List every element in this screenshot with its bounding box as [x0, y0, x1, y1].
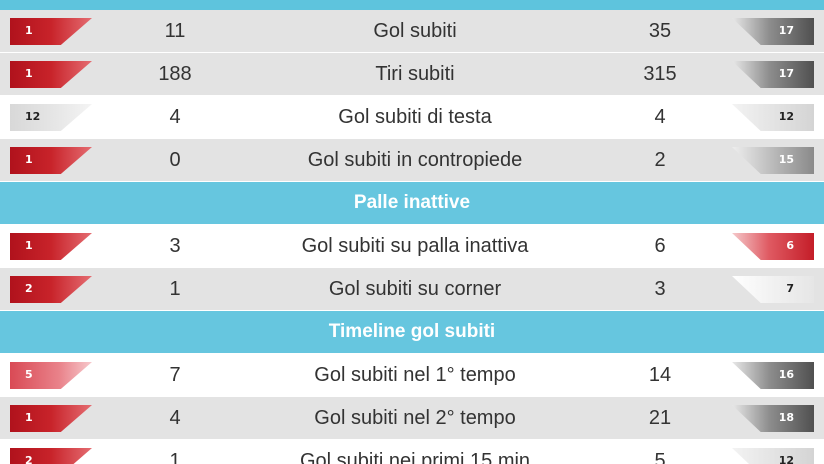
away-rank-badge: 17	[732, 18, 814, 45]
stat-label: Gol subiti nei primi 15 min	[299, 450, 531, 464]
away-rank-badge: 15	[732, 147, 814, 174]
home-rank-badge: 1	[10, 61, 92, 88]
away-rank-badge: 6	[732, 233, 814, 260]
away-rank-badge: 12	[732, 448, 814, 464]
stat-row: 2 1 Gol subiti nei primi 15 min 5 12	[0, 440, 824, 464]
away-value: 6	[654, 235, 666, 257]
stat-row: 1 3 Gol subiti su palla inattiva 6 6	[0, 225, 824, 268]
header-bar	[0, 0, 824, 10]
section-header: Timeline gol subiti	[0, 311, 824, 354]
home-value: 1	[169, 450, 181, 464]
home-rank-badge: 12	[10, 104, 92, 131]
home-rank-badge: 1	[10, 233, 92, 260]
home-rank: 1	[25, 67, 33, 80]
away-value: 2	[654, 149, 666, 171]
home-rank-badge: 1	[10, 18, 92, 45]
home-value: 4	[169, 106, 181, 128]
away-value: 315	[643, 63, 677, 85]
home-value: 11	[164, 20, 186, 42]
away-rank-badge: 16	[732, 362, 814, 389]
stat-label: Gol subiti su palla inattiva	[301, 235, 529, 257]
stat-row: 1 11 Gol subiti 35 17	[0, 10, 824, 53]
section-header: Palle inattive	[0, 182, 824, 225]
away-value: 4	[654, 106, 666, 128]
stat-row: 12 4 Gol subiti di testa 4 12	[0, 96, 824, 139]
stats-table: 1 11 Gol subiti 35 17 1 188 Tiri subiti 315 17 12 4…	[0, 10, 824, 464]
home-rank-badge: 2	[10, 276, 92, 303]
away-value: 21	[648, 407, 672, 429]
away-value: 14	[648, 364, 672, 386]
home-rank: 1	[25, 239, 33, 252]
away-rank: 17	[778, 24, 794, 37]
stat-row: 1 4 Gol subiti nel 2° tempo 21 18	[0, 397, 824, 440]
section-title: Palle inattive	[353, 192, 471, 213]
away-rank: 12	[778, 454, 794, 464]
stat-row: 1 188 Tiri subiti 315 17	[0, 53, 824, 96]
stat-label: Gol subiti	[373, 20, 457, 42]
stat-label: Gol subiti in contropiede	[307, 149, 523, 171]
home-value: 188	[158, 63, 192, 85]
home-rank: 1	[25, 153, 33, 166]
away-rank-badge: 7	[732, 276, 814, 303]
home-rank: 1	[25, 411, 33, 424]
away-rank: 7	[786, 282, 794, 295]
home-value: 7	[169, 364, 181, 386]
stat-label: Tiri subiti	[375, 63, 455, 85]
away-rank: 12	[778, 110, 794, 123]
away-rank-badge: 17	[732, 61, 814, 88]
away-value: 5	[654, 450, 666, 464]
away-rank: 17	[778, 67, 794, 80]
away-rank-badge: 12	[732, 104, 814, 131]
stat-row: 2 1 Gol subiti su corner 3 7	[0, 268, 824, 311]
stat-label: Gol subiti di testa	[338, 106, 492, 128]
stat-label: Gol subiti nel 1° tempo	[314, 364, 516, 386]
away-rank-badge: 18	[732, 405, 814, 432]
section-title: Timeline gol subiti	[328, 321, 496, 342]
home-rank-badge: 5	[10, 362, 92, 389]
away-rank: 15	[778, 153, 794, 166]
home-rank: 2	[25, 454, 33, 464]
away-value: 3	[654, 278, 666, 300]
stat-label: Gol subiti nel 2° tempo	[314, 407, 516, 429]
home-rank: 1	[25, 24, 33, 37]
home-value: 1	[169, 278, 181, 300]
stat-row: 5 7 Gol subiti nel 1° tempo 14 16	[0, 354, 824, 397]
home-rank-badge: 1	[10, 405, 92, 432]
home-rank: 5	[25, 368, 33, 381]
home-value: 0	[169, 149, 181, 171]
away-rank: 6	[786, 239, 794, 252]
home-value: 3	[169, 235, 181, 257]
home-rank: 12	[25, 110, 41, 123]
away-value: 35	[648, 20, 672, 42]
stat-row: 1 0 Gol subiti in contropiede 2 15	[0, 139, 824, 182]
away-rank: 16	[778, 368, 794, 381]
home-value: 4	[169, 407, 181, 429]
home-rank-badge: 2	[10, 448, 92, 464]
home-rank: 2	[25, 282, 33, 295]
stat-label: Gol subiti su corner	[328, 278, 502, 300]
away-rank: 18	[778, 411, 794, 424]
home-rank-badge: 1	[10, 147, 92, 174]
